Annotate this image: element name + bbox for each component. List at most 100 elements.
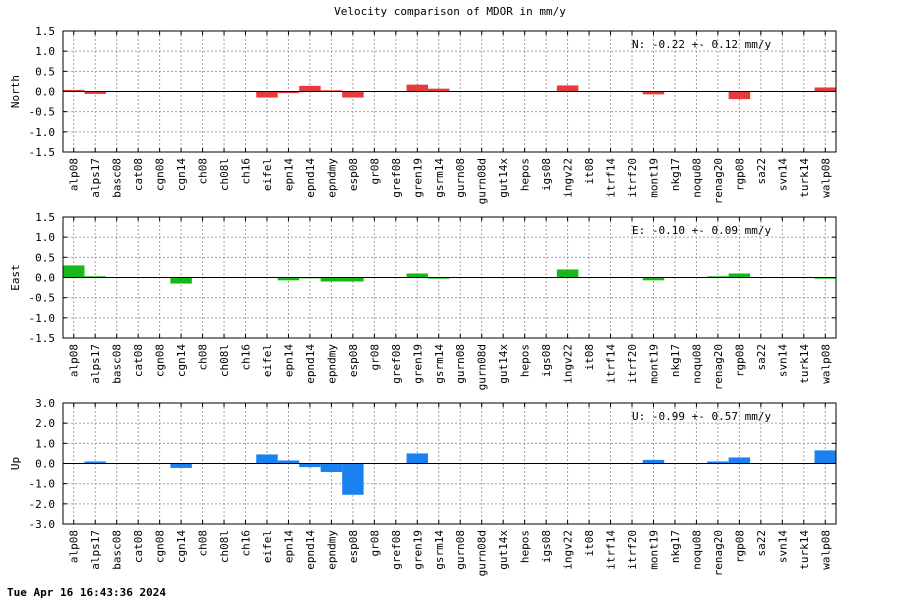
y-tick-label: 1.0 xyxy=(35,437,55,450)
x-tick-label: eifel xyxy=(261,344,274,377)
x-tick-label: sa22 xyxy=(755,344,768,371)
x-tick-label: gut14x xyxy=(497,530,510,570)
x-tick-label: hepos xyxy=(519,158,532,191)
x-tick-label: cgn14 xyxy=(175,158,188,191)
bar-walp08 xyxy=(814,450,836,464)
y-tick-label: -1.5 xyxy=(29,146,56,159)
y-tick-label: 2.0 xyxy=(35,417,55,430)
x-tick-label: sa22 xyxy=(755,158,768,185)
x-tick-label: esp08 xyxy=(347,530,360,563)
x-tick-label: hepos xyxy=(519,344,532,377)
x-tick-label: noqu08 xyxy=(690,344,703,384)
bar-esp08 xyxy=(342,463,364,495)
x-tick-label: nkg17 xyxy=(669,530,682,563)
x-tick-label: itrf20 xyxy=(626,530,639,570)
x-tick-label: rgp08 xyxy=(733,158,746,191)
y-tick-label: 3.0 xyxy=(35,397,55,410)
x-tick-label: eifel xyxy=(261,530,274,563)
bar-alps17 xyxy=(84,276,106,278)
x-tick-label: gurn08d xyxy=(476,530,489,576)
x-tick-label: gr08 xyxy=(368,530,381,557)
bar-mont19 xyxy=(642,277,665,281)
bar-walp08 xyxy=(814,277,836,279)
x-tick-label: cgn08 xyxy=(154,158,167,191)
bar-alp08 xyxy=(63,265,85,278)
x-tick-label: ch16 xyxy=(240,158,253,185)
x-tick-label: gut14x xyxy=(497,344,510,384)
y-tick-label: 0.0 xyxy=(35,272,55,285)
plot-frame xyxy=(62,402,837,525)
bar-renag20 xyxy=(707,276,729,278)
plot-frame xyxy=(62,216,837,339)
x-tick-label: cgn08 xyxy=(154,344,167,377)
y-tick-label: 1.0 xyxy=(35,45,55,58)
x-tick-label: mont19 xyxy=(647,158,660,198)
chart-title: Velocity comparison of MDOR in mm/y xyxy=(334,5,566,18)
x-tick-label: gref08 xyxy=(390,344,403,384)
x-tick-label: walp08 xyxy=(819,530,832,570)
bar-rgp08 xyxy=(728,457,751,464)
x-tick-label: gr08 xyxy=(368,158,381,185)
x-tick-label: nkg17 xyxy=(669,158,682,191)
x-tick-label: gut14x xyxy=(497,158,510,198)
x-tick-label: turk14 xyxy=(798,158,811,198)
x-tick-label: cgn14 xyxy=(175,530,188,563)
x-tick-label: ch08 xyxy=(197,530,210,557)
x-tick-label: ch08l xyxy=(218,530,231,563)
y-tick-label: 1.5 xyxy=(35,25,55,38)
bar-mont19 xyxy=(642,91,665,95)
bar-esp08 xyxy=(342,91,364,98)
x-tick-label: alp08 xyxy=(68,530,81,563)
x-tick-label: svn14 xyxy=(776,530,789,563)
x-tick-label: cat08 xyxy=(132,158,145,191)
x-tick-label: epndmy xyxy=(325,158,338,198)
x-tick-label: basc08 xyxy=(111,158,124,198)
x-tick-label: ingv22 xyxy=(562,530,575,570)
bar-rgp08 xyxy=(728,273,751,278)
x-tick-label: cat08 xyxy=(132,530,145,563)
x-tick-label: gren19 xyxy=(411,158,424,198)
x-tick-label: cat08 xyxy=(132,344,145,377)
bar-alp08 xyxy=(63,89,85,92)
x-tick-label: gref08 xyxy=(390,530,403,570)
x-tick-label: igs08 xyxy=(540,530,553,563)
x-tick-label: itrf14 xyxy=(605,158,618,198)
y-tick-label: -0.5 xyxy=(29,106,56,119)
x-tick-label: ch08 xyxy=(197,344,210,371)
x-tick-label: turk14 xyxy=(798,530,811,570)
bar-gren19 xyxy=(406,84,429,92)
y-tick-label: 0.5 xyxy=(35,251,55,264)
x-tick-label: epn14 xyxy=(282,344,295,377)
x-tick-label: it08 xyxy=(583,158,596,185)
bar-esp08 xyxy=(342,277,364,282)
x-tick-label: epnd14 xyxy=(304,344,317,384)
y-tick-label: 0.0 xyxy=(35,458,55,471)
x-tick-label: turk14 xyxy=(798,344,811,384)
x-tick-label: noqu08 xyxy=(690,530,703,570)
bar-epn14 xyxy=(277,460,300,464)
x-tick-label: gsrm14 xyxy=(433,344,446,384)
x-tick-label: epn14 xyxy=(282,530,295,563)
y-tick-label: -1.5 xyxy=(29,332,56,345)
y-axis-label: North xyxy=(9,75,22,108)
x-tick-label: svn14 xyxy=(776,158,789,191)
y-tick-label: 0.5 xyxy=(35,65,55,78)
x-tick-label: nkg17 xyxy=(669,344,682,377)
x-tick-label: cgn14 xyxy=(175,344,188,377)
x-tick-label: hepos xyxy=(519,530,532,563)
x-tick-label: alps17 xyxy=(89,344,102,384)
bar-eifel xyxy=(256,91,278,98)
y-tick-label: -1.0 xyxy=(29,312,56,325)
y-tick-label: -0.5 xyxy=(29,292,56,305)
x-tick-label: gurn08 xyxy=(454,530,467,570)
bar-epndmy xyxy=(320,463,343,472)
x-tick-label: gurn08 xyxy=(454,344,467,384)
x-tick-label: mont19 xyxy=(647,530,660,570)
y-tick-label: -3.0 xyxy=(29,518,56,531)
y-tick-label: 0.0 xyxy=(35,86,55,99)
bar-ingv22 xyxy=(556,85,579,92)
x-tick-label: epndmy xyxy=(325,344,338,384)
bar-epnd14 xyxy=(299,85,321,92)
bar-gren19 xyxy=(406,273,429,278)
x-tick-label: gref08 xyxy=(390,158,403,198)
